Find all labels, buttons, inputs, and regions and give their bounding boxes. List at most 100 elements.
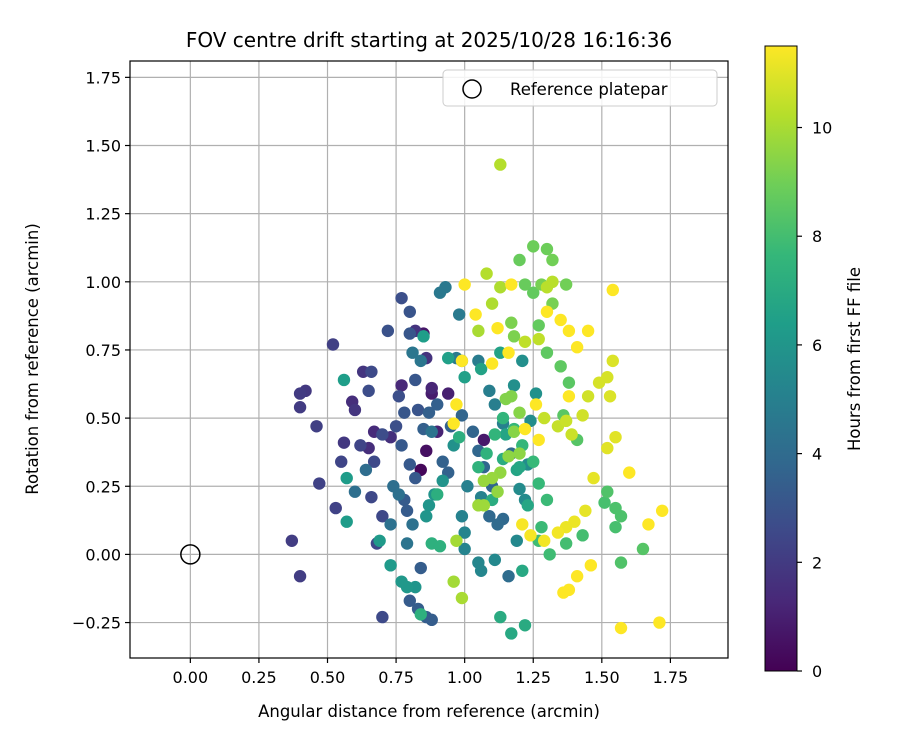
data-point bbox=[447, 417, 460, 430]
data-point bbox=[598, 496, 611, 509]
chart-title: FOV centre drift starting at 2025/10/28 … bbox=[186, 28, 672, 52]
colorbar-tick-label: 2 bbox=[812, 553, 822, 572]
data-point bbox=[518, 278, 532, 291]
colorbar-tick-label: 6 bbox=[812, 336, 822, 355]
data-point bbox=[494, 281, 507, 294]
data-point bbox=[529, 387, 543, 400]
data-point bbox=[326, 338, 340, 351]
data-point bbox=[540, 305, 554, 318]
data-point bbox=[494, 610, 507, 624]
grid-lines bbox=[130, 61, 728, 658]
x-tick-label: 0.00 bbox=[173, 668, 209, 687]
data-point bbox=[505, 390, 518, 403]
data-point bbox=[455, 409, 469, 422]
y-tick-label: 1.50 bbox=[85, 137, 121, 156]
data-point bbox=[655, 504, 669, 517]
data-point bbox=[422, 499, 436, 512]
colorbar-gradient bbox=[764, 45, 798, 672]
data-point bbox=[532, 319, 545, 332]
data-point bbox=[491, 321, 504, 335]
data-point bbox=[535, 520, 548, 534]
data-point bbox=[422, 406, 436, 419]
colorbar: 0 2 4 6 8 10 Hours from first FF file bbox=[764, 45, 864, 681]
data-point bbox=[373, 534, 386, 547]
data-point bbox=[477, 433, 491, 447]
data-point bbox=[406, 346, 419, 359]
data-point bbox=[458, 542, 471, 556]
data-point bbox=[538, 411, 551, 425]
y-tick-label: 1.25 bbox=[85, 205, 121, 224]
x-tick-label: 0.25 bbox=[241, 668, 277, 687]
data-point bbox=[601, 441, 614, 455]
data-point bbox=[414, 608, 427, 621]
data-point bbox=[436, 474, 449, 488]
data-point bbox=[417, 330, 430, 343]
data-point bbox=[384, 518, 397, 531]
data-point bbox=[488, 428, 502, 441]
data-point bbox=[614, 556, 628, 569]
data-point bbox=[507, 379, 521, 392]
y-tick-label: 0.50 bbox=[85, 409, 121, 428]
data-point bbox=[562, 324, 576, 338]
data-point bbox=[442, 351, 455, 365]
data-point bbox=[540, 281, 554, 294]
data-point bbox=[359, 463, 373, 477]
data-point bbox=[601, 371, 614, 384]
data-point bbox=[403, 327, 416, 340]
scatter-points bbox=[285, 158, 669, 640]
data-point bbox=[340, 515, 353, 528]
x-tick-label: 1.00 bbox=[447, 668, 483, 687]
data-point bbox=[513, 460, 526, 474]
data-point bbox=[395, 379, 408, 392]
data-point bbox=[389, 420, 403, 433]
x-tick-label: 0.50 bbox=[310, 668, 346, 687]
data-point bbox=[442, 387, 455, 400]
data-point bbox=[516, 354, 529, 368]
data-point bbox=[623, 466, 636, 479]
data-point bbox=[348, 485, 362, 498]
data-point bbox=[636, 542, 650, 556]
data-point bbox=[411, 403, 425, 417]
data-point bbox=[502, 346, 515, 359]
data-point bbox=[455, 354, 469, 368]
data-point bbox=[576, 529, 589, 542]
legend: Reference platepar bbox=[442, 69, 718, 107]
data-point bbox=[516, 518, 529, 531]
colorbar-tick-label: 10 bbox=[812, 119, 832, 138]
data-point bbox=[614, 621, 628, 635]
data-point bbox=[483, 510, 496, 523]
data-point bbox=[562, 390, 576, 403]
data-point bbox=[601, 485, 614, 498]
data-point bbox=[513, 406, 526, 419]
data-point bbox=[293, 570, 307, 583]
data-point bbox=[450, 534, 463, 547]
data-point bbox=[392, 488, 406, 501]
data-point bbox=[293, 387, 307, 400]
legend-box bbox=[442, 69, 718, 107]
data-point bbox=[518, 335, 532, 348]
x-tick-label: 1.50 bbox=[584, 668, 620, 687]
data-point bbox=[609, 430, 622, 444]
data-point bbox=[502, 570, 515, 583]
data-point bbox=[458, 278, 471, 291]
data-point bbox=[337, 373, 351, 387]
data-point bbox=[474, 564, 488, 577]
data-point bbox=[587, 471, 600, 485]
data-point bbox=[439, 281, 452, 294]
data-point bbox=[570, 341, 584, 354]
data-point bbox=[403, 458, 416, 471]
y-tick-label: 0.00 bbox=[85, 545, 121, 564]
data-point bbox=[579, 504, 592, 517]
x-tick-label: 1.75 bbox=[653, 668, 689, 687]
y-tick-label: 0.75 bbox=[85, 341, 121, 360]
data-point bbox=[455, 510, 469, 523]
data-point bbox=[409, 373, 422, 387]
x-axis-label: Angular distance from reference (arcmin) bbox=[258, 702, 600, 721]
data-point bbox=[310, 420, 323, 433]
legend-reference-icon bbox=[462, 79, 482, 99]
data-point bbox=[527, 455, 540, 468]
data-point bbox=[491, 485, 504, 498]
data-point bbox=[480, 447, 493, 460]
data-point bbox=[505, 316, 518, 329]
data-point bbox=[466, 425, 480, 438]
